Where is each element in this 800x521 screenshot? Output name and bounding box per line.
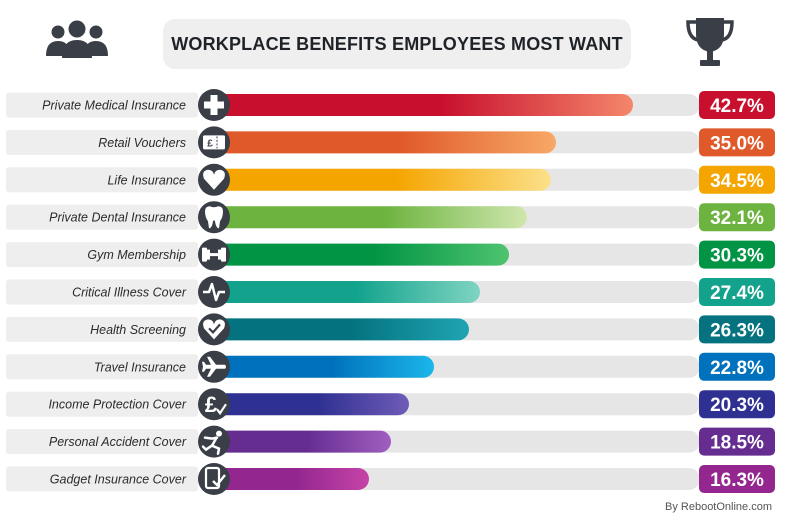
- value-label: 35.0%: [710, 133, 764, 154]
- value-label-box: [699, 427, 775, 456]
- value-label-box: [699, 128, 775, 157]
- bar: [206, 318, 469, 341]
- category-label-box: [6, 279, 198, 305]
- bar: [206, 206, 527, 229]
- category-label: Travel Insurance: [94, 360, 186, 374]
- bar: [206, 468, 369, 490]
- phone-check-icon: [198, 463, 230, 495]
- heart-check-icon: [198, 313, 230, 346]
- value-label: 27.4%: [710, 283, 764, 304]
- value-label-box: [699, 203, 775, 232]
- category-label-box: [6, 466, 198, 492]
- value-label-box: [699, 165, 775, 194]
- tooth-icon: [198, 201, 230, 234]
- value-label: 34.5%: [710, 171, 764, 192]
- bar-row: Gym Membership 30.3%: [6, 238, 775, 271]
- bar: [206, 430, 391, 453]
- bar: [206, 131, 556, 154]
- category-label-box: [6, 429, 198, 455]
- category-label-box: [6, 204, 198, 230]
- category-label: Private Medical Insurance: [42, 99, 186, 113]
- category-label: Gym Membership: [87, 248, 186, 262]
- value-label-box: [699, 91, 775, 119]
- bar-row: Life Insurance 34.5%: [6, 163, 775, 196]
- value-label-box: [699, 352, 775, 381]
- category-label-box: [6, 92, 198, 118]
- category-label: Health Screening: [90, 323, 186, 337]
- value-label: 42.7%: [710, 96, 764, 117]
- bar: [206, 94, 633, 116]
- value-label: 26.3%: [710, 320, 764, 341]
- dumbbell-icon: [198, 238, 230, 271]
- value-label-box: [699, 315, 775, 344]
- medical-cross-icon: [198, 89, 230, 121]
- category-label: Personal Accident Cover: [49, 435, 187, 449]
- category-label-box: [6, 316, 198, 342]
- airplane-icon: [198, 350, 230, 383]
- credit-text: By RebootOnline.com: [665, 501, 772, 513]
- value-label-box: [699, 278, 775, 306]
- chart-title: WORKPLACE BENEFITS EMPLOYEES MOST WANT: [171, 33, 623, 54]
- category-label: Private Dental Insurance: [49, 211, 186, 225]
- pound-check-icon: £: [198, 388, 230, 421]
- bar: [206, 243, 509, 266]
- category-label: Life Insurance: [107, 173, 186, 187]
- bar: [206, 355, 434, 378]
- bar-row: Personal Accident Cover 18.5%: [6, 425, 775, 458]
- category-label: Gadget Insurance Cover: [50, 473, 187, 487]
- bar-row: Private Medical Insurance 42.7%: [6, 89, 775, 121]
- heart-icon: [198, 163, 230, 196]
- heartbeat-icon: [198, 276, 230, 308]
- bar-row: Gadget Insurance Cover 16.3%: [6, 463, 775, 495]
- category-label-box: [6, 167, 198, 193]
- value-label: 22.8%: [710, 358, 764, 379]
- category-label-box: [6, 354, 198, 380]
- title-box: WORKPLACE BENEFITS EMPLOYEES MOST WANT: [163, 19, 631, 69]
- value-label-box: [699, 465, 775, 493]
- bar-row: Private Dental Insurance 32.1%: [6, 201, 775, 234]
- bar: [206, 393, 409, 416]
- people-icon: [46, 20, 108, 58]
- value-label-box: [699, 240, 775, 269]
- bar-row: Retail Vouchers £35.0%: [6, 126, 775, 159]
- bar-row: Health Screening 26.3%: [6, 313, 775, 346]
- voucher-icon: £: [198, 126, 230, 159]
- bar: [206, 281, 480, 303]
- category-label-box: [6, 129, 198, 155]
- category-label-box: [6, 242, 198, 268]
- falling-person-icon: [198, 425, 230, 458]
- bar-row: Critical Illness Cover 27.4%: [6, 276, 775, 308]
- value-label: 32.1%: [710, 208, 764, 229]
- value-label: 20.3%: [710, 395, 764, 416]
- category-label-box: [6, 391, 198, 417]
- svg-text:£: £: [207, 138, 213, 149]
- value-label: 18.5%: [710, 433, 764, 454]
- value-label: 16.3%: [710, 470, 764, 491]
- category-label: Retail Vouchers: [98, 136, 186, 150]
- category-label: Income Protection Cover: [48, 398, 186, 412]
- bar-row: Income Protection Cover £20.3%: [6, 388, 775, 421]
- value-label-box: [699, 390, 775, 419]
- bar: [206, 168, 551, 191]
- category-label: Critical Illness Cover: [72, 286, 187, 300]
- bar-row: Travel Insurance 22.8%: [6, 350, 775, 383]
- svg-text:£: £: [205, 392, 218, 417]
- value-label: 30.3%: [710, 246, 764, 267]
- trophy-icon: [686, 18, 734, 66]
